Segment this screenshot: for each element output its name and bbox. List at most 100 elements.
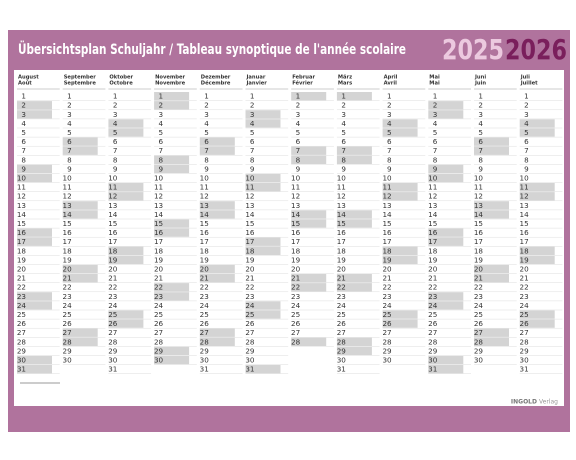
day-number: 16 [382, 228, 392, 237]
weekend-cell [474, 264, 509, 274]
day-number: 25 [17, 310, 26, 319]
day-number: 24 [245, 301, 255, 310]
weekend-cell [336, 274, 372, 283]
day-number: 16 [474, 228, 484, 237]
day-number: 5 [67, 128, 72, 137]
weekend-cell [382, 310, 418, 319]
day-number: 21 [245, 274, 254, 283]
day-number: 9 [204, 164, 209, 173]
title: Übersichtsplan Schuljahr / Tableau synop… [18, 40, 406, 58]
month-de: November [155, 75, 185, 81]
day-number: 6 [113, 137, 118, 146]
day-number: 3 [113, 110, 118, 119]
day-number: 1 [67, 92, 72, 101]
day-number: 8 [478, 155, 483, 164]
day-number: 22 [200, 283, 209, 292]
weekend-cell [382, 192, 418, 201]
day-number: 18 [428, 246, 438, 255]
month-fr: Octobre [109, 81, 133, 87]
day-number: 23 [474, 292, 483, 301]
weekend-cell [428, 110, 464, 119]
month-de: August [18, 75, 39, 81]
day-number: 30 [17, 355, 27, 364]
day-number: 28 [474, 337, 484, 346]
day-number: 12 [245, 192, 254, 201]
day-number: 20 [63, 264, 73, 273]
day-number: 13 [474, 201, 483, 210]
weekend-cell [17, 164, 52, 174]
day-number: 15 [17, 219, 26, 228]
day-number: 25 [200, 310, 209, 319]
day-number: 14 [382, 210, 392, 219]
day-number: 29 [520, 346, 530, 355]
day-number: 21 [291, 274, 300, 283]
day-number: 30 [108, 355, 118, 364]
day-number: 4 [524, 119, 529, 128]
weekend-cell [17, 173, 52, 183]
day-number: 30 [200, 355, 210, 364]
day-number: 17 [474, 237, 483, 246]
day-number: 25 [428, 310, 437, 319]
day-number: 4 [67, 119, 72, 128]
day-number: 12 [520, 192, 529, 201]
day-number: 24 [474, 301, 484, 310]
day-number: 4 [159, 119, 164, 128]
month-de: Oktober [109, 75, 133, 81]
day-number: 2 [296, 101, 301, 110]
day-number: 19 [428, 255, 438, 264]
weekend-cell [108, 319, 144, 328]
weekend-cell [428, 292, 464, 301]
weekend-cell [199, 201, 235, 210]
day-number: 29 [337, 346, 347, 355]
day-number: 2 [524, 101, 529, 110]
day-number: 25 [245, 310, 254, 319]
day-number: 27 [291, 328, 300, 337]
day-number: 23 [63, 292, 72, 301]
weekend-cell [291, 219, 327, 228]
day-number: 24 [520, 301, 530, 310]
day-number: 10 [428, 173, 438, 182]
weekend-cell [336, 219, 372, 228]
day-number: 12 [63, 192, 72, 201]
weekend-cell [336, 155, 372, 164]
weekend-cell [428, 301, 464, 310]
day-number: 6 [250, 137, 255, 146]
day-number: 19 [382, 255, 392, 264]
day-number: 1 [433, 92, 438, 101]
weekend-cell [428, 237, 464, 246]
weekend-cell [108, 128, 144, 137]
day-number: 27 [474, 328, 483, 337]
day-number: 8 [250, 155, 255, 164]
weekend-cell [154, 292, 190, 301]
day-number: 25 [520, 310, 529, 319]
day-number: 5 [341, 128, 346, 137]
day-number: 28 [17, 337, 27, 346]
day-number: 16 [337, 228, 347, 237]
day-number: 6 [159, 137, 164, 146]
day-number: 17 [17, 237, 26, 246]
weekend-cell [382, 183, 418, 192]
weekend-cell [199, 274, 235, 283]
day-number: 24 [291, 301, 301, 310]
day-number: 16 [245, 228, 255, 237]
day-number: 6 [341, 137, 346, 146]
day-number: 17 [245, 237, 254, 246]
day-number: 17 [382, 237, 391, 246]
day-number: 20 [245, 264, 255, 273]
day-number: 30 [154, 355, 164, 364]
day-number: 8 [113, 155, 118, 164]
weekend-cell [428, 101, 464, 110]
day-number: 5 [478, 128, 483, 137]
day-number: 10 [245, 173, 255, 182]
day-number: 2 [159, 101, 164, 110]
day-number: 8 [204, 155, 209, 164]
day-number: 25 [154, 310, 163, 319]
day-number: 30 [428, 355, 438, 364]
day-number: 4 [21, 119, 26, 128]
day-number: 17 [291, 237, 300, 246]
day-number: 31 [520, 365, 529, 374]
day-number: 22 [17, 283, 26, 292]
day-number: 15 [520, 219, 529, 228]
day-number: 20 [154, 264, 164, 273]
weekend-cell [519, 128, 555, 137]
